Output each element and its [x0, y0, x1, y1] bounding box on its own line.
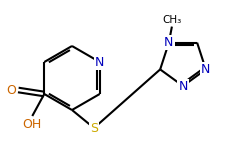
Text: OH: OH [23, 117, 42, 130]
Text: N: N [95, 56, 104, 69]
Text: CH₃: CH₃ [162, 15, 182, 25]
Text: O: O [6, 84, 16, 96]
Text: N: N [201, 63, 211, 76]
Text: N: N [178, 80, 188, 93]
Text: S: S [90, 122, 98, 135]
Text: N: N [164, 36, 174, 49]
